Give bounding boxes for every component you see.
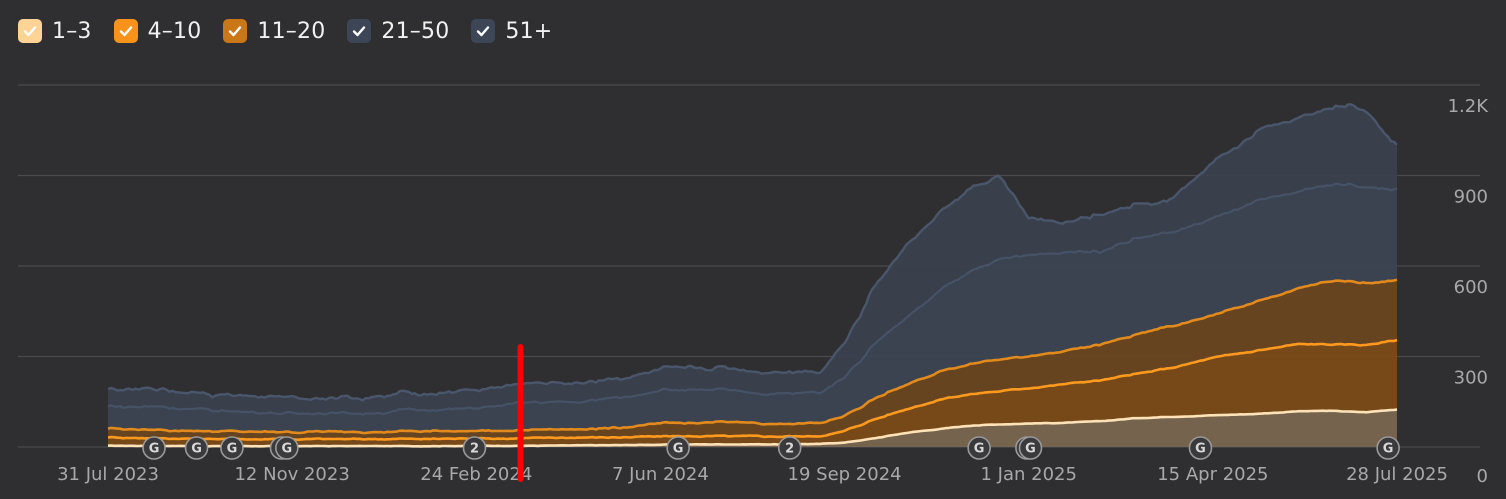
area-series-0 — [108, 409, 1397, 447]
svg-text:G: G — [974, 442, 985, 457]
annotation-badge[interactable]: G — [184, 436, 209, 460]
line-series-1 — [107, 338, 1398, 442]
line-series-2 — [107, 278, 1398, 435]
area-series-2 — [108, 279, 1397, 440]
chart-annotations: GGGGG2G2GGGGG — [142, 436, 1400, 460]
legend-label-21-50: 21–50 — [381, 18, 450, 44]
y-axis-ticks: 0 300 600 900 1.2K — [1448, 96, 1490, 487]
svg-text:G: G — [191, 442, 202, 457]
x-tick-label: 1 Jan 2025 — [980, 464, 1076, 485]
line-series-4 — [107, 103, 1398, 402]
svg-text:G: G — [1383, 442, 1394, 457]
annotation-badge[interactable]: G — [1018, 436, 1043, 460]
svg-text:2: 2 — [470, 442, 479, 457]
legend-item-11-20[interactable]: 11–20 — [223, 19, 325, 44]
checkmark-icon — [23, 26, 37, 37]
legend-checkbox-51-plus[interactable] — [471, 19, 496, 43]
legend-item-4-10[interactable]: 4–10 — [113, 18, 202, 44]
chart-lines — [107, 103, 1398, 448]
x-tick-label: 19 Sep 2024 — [788, 464, 902, 485]
annotation-badge[interactable]: 2 — [777, 436, 802, 460]
legend-checkbox-21-50[interactable] — [347, 19, 372, 43]
legend-label-51-plus: 51+ — [505, 18, 553, 44]
svg-text:G: G — [1195, 442, 1206, 457]
x-tick-label: 24 Feb 2024 — [420, 464, 532, 485]
legend-label-1-3: 1–3 — [52, 18, 92, 44]
line-series-3 — [107, 182, 1398, 416]
chart-legend: 1–3 4–10 11–20 21–50 51+ — [18, 16, 552, 46]
annotation-badge[interactable]: G — [967, 436, 991, 460]
legend-item-21-50[interactable]: 21–50 — [347, 19, 449, 44]
annotation-badge[interactable]: G — [275, 436, 299, 460]
area-series-1 — [108, 340, 1397, 447]
y-tick-label: 1.2K — [1448, 96, 1490, 117]
checkmark-icon — [119, 26, 132, 37]
svg-text:G: G — [149, 442, 160, 457]
chart-areas — [108, 104, 1397, 447]
annotation-badge[interactable]: G — [1376, 436, 1400, 460]
area-series-3 — [108, 183, 1397, 433]
legend-checkbox-4-10[interactable] — [113, 19, 138, 43]
legend-checkbox-1-3[interactable] — [18, 19, 42, 43]
x-tick-label: 31 Jul 2023 — [57, 464, 159, 485]
y-tick-label: 0 — [1477, 466, 1488, 487]
line-series-0 — [107, 408, 1398, 448]
y-tick-label: 600 — [1454, 277, 1488, 298]
legend-label-4-10: 4–10 — [147, 18, 202, 44]
legend-label-11-20: 11–20 — [257, 18, 326, 44]
svg-text:G: G — [227, 442, 238, 457]
svg-text:G: G — [1025, 442, 1036, 457]
x-tick-label: 15 Apr 2025 — [1157, 464, 1268, 485]
x-tick-label: 7 Jun 2024 — [612, 464, 709, 485]
checkmark-icon — [229, 26, 242, 37]
annotation-badge[interactable]: G — [220, 436, 244, 460]
y-tick-label: 900 — [1454, 187, 1488, 208]
y-tick-label: 300 — [1454, 368, 1488, 389]
checkmark-icon — [477, 26, 490, 37]
checkmark-icon — [353, 26, 366, 37]
legend-checkbox-11-20[interactable] — [223, 19, 248, 43]
legend-item-1-3[interactable]: 1–3 — [18, 19, 92, 44]
svg-text:G: G — [673, 442, 684, 457]
x-tick-label: 12 Nov 2023 — [234, 464, 349, 485]
annotation-badge[interactable]: 2 — [462, 436, 487, 460]
annotation-badge[interactable]: G — [1188, 436, 1213, 460]
x-tick-label: 28 Jul 2025 — [1346, 464, 1448, 485]
annotation-badge[interactable]: G — [666, 436, 690, 460]
area-series-4 — [108, 104, 1397, 415]
svg-text:G: G — [281, 442, 292, 457]
x-axis-ticks: 31 Jul 2023 12 Nov 2023 24 Feb 2024 7 Jun 2… — [57, 464, 1448, 485]
svg-text:2: 2 — [785, 442, 794, 457]
legend-item-51-plus[interactable]: 51+ — [471, 19, 552, 44]
annotation-badge[interactable]: G — [142, 436, 166, 460]
